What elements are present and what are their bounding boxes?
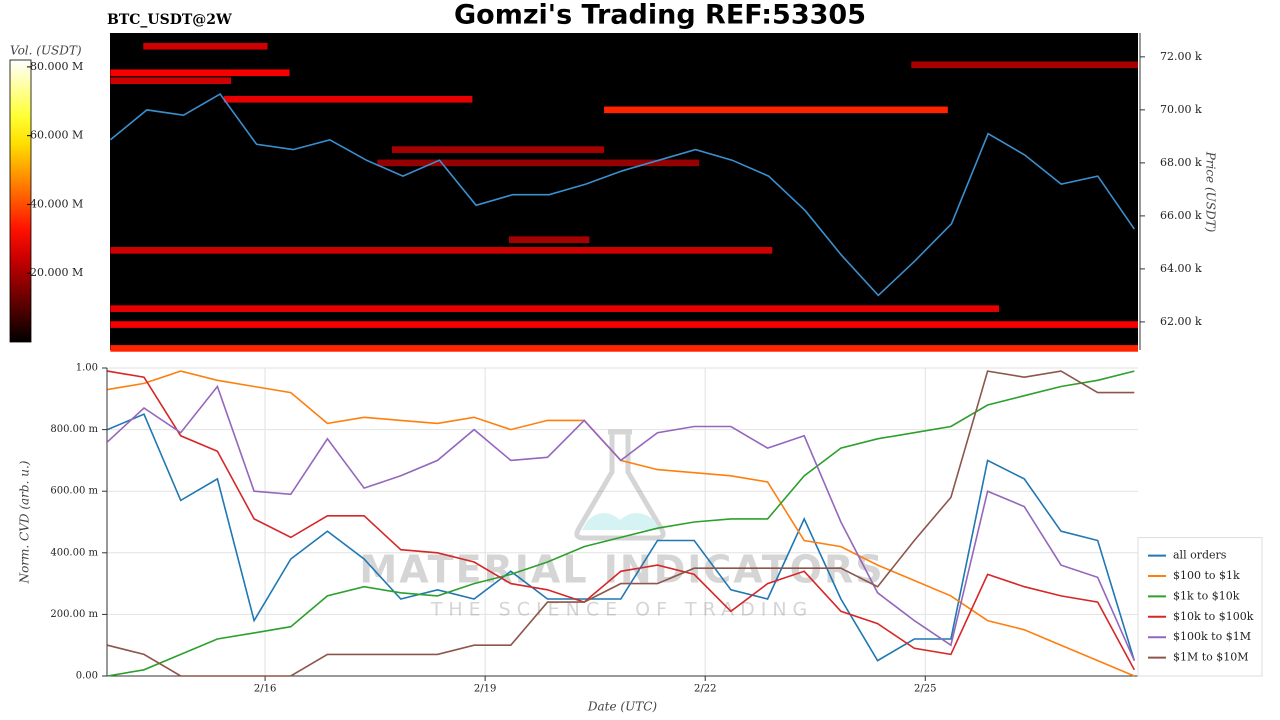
series-line <box>107 370 1135 677</box>
y-tick-label: 70.00 k <box>1160 103 1202 116</box>
y-axis-label: Price (USDT) <box>1204 151 1218 233</box>
plot-background <box>107 368 1138 676</box>
y-tick-label: 400.00 m <box>50 547 98 558</box>
y-tick-label: 66.00 k <box>1160 209 1202 222</box>
liquidity-band <box>604 106 948 114</box>
legend-label: $100 to $1k <box>1173 569 1240 582</box>
liquidity-band <box>110 321 1138 328</box>
heatmap-background <box>110 33 1138 350</box>
y-tick-label: 200.00 m <box>50 609 98 620</box>
series-line <box>107 370 1136 671</box>
x-tick-label: 2/16 <box>254 684 276 695</box>
liquidity-band <box>391 146 605 153</box>
y-tick-label: 600.00 m <box>50 486 98 497</box>
x-tick-label: 2/25 <box>914 684 936 695</box>
series-line <box>107 413 1136 662</box>
liquidity-band <box>110 247 773 254</box>
liquidity-band <box>143 42 268 50</box>
x-tick-label: 2/19 <box>474 684 496 695</box>
colorbar-tick-label: 20.000 M <box>30 266 83 279</box>
watermark-tagline: THE SCIENCE OF TRADING <box>430 599 814 621</box>
y-tick-label: 72.00 k <box>1160 50 1202 63</box>
y-tick-label: 64.00 k <box>1160 262 1202 275</box>
y-tick-label: 0.00 <box>76 671 98 682</box>
colorbar-label: Vol. (USDT) <box>10 44 82 58</box>
liquidity-band <box>110 305 1000 312</box>
liquidity-band <box>110 345 1138 352</box>
legend-label: $1M to $10M <box>1173 651 1249 664</box>
legend-label: $100k to $1M <box>1173 630 1251 643</box>
watermark-name: MATERIAL INDICATORS <box>359 548 884 592</box>
liquidity-band <box>110 69 290 77</box>
y-tick-label: 1.00 <box>76 363 98 374</box>
legend-label: $1k to $10k <box>1173 589 1240 602</box>
legend-label: $10k to $100k <box>1173 610 1254 623</box>
series-line <box>106 384 1136 661</box>
legend-box <box>1137 537 1263 677</box>
colorbar-tick-label: 80.000 M <box>30 60 83 73</box>
liquidity-band <box>508 236 590 244</box>
y-tick-label: 62.00 k <box>1160 315 1202 328</box>
x-tick-label: 2/22 <box>694 684 716 695</box>
colorbar-tick-label: 60.000 M <box>30 129 83 142</box>
colorbar-tick-label: 40.000 M <box>30 197 83 210</box>
y-tick-label: 800.00 m <box>50 424 98 435</box>
liquidity-band <box>223 95 473 103</box>
y-axis-label: Norm. CVD (arb. u.) <box>18 460 32 584</box>
series-line <box>107 370 1135 677</box>
legend-label: all orders <box>1173 549 1227 562</box>
watermark-icon-fill <box>582 513 660 530</box>
liquidity-band <box>377 159 700 167</box>
symbol: BTC_USDT@2W <box>107 12 232 28</box>
colorbar <box>9 59 32 343</box>
x-axis-label: Date (UTC) <box>587 700 657 714</box>
liquidity-band <box>110 77 232 85</box>
liquidity-band <box>911 61 1138 69</box>
y-tick-label: 68.00 k <box>1160 156 1202 169</box>
price-line <box>109 92 1135 297</box>
page-title: Gomzi's Trading REF:53305 <box>454 0 866 31</box>
